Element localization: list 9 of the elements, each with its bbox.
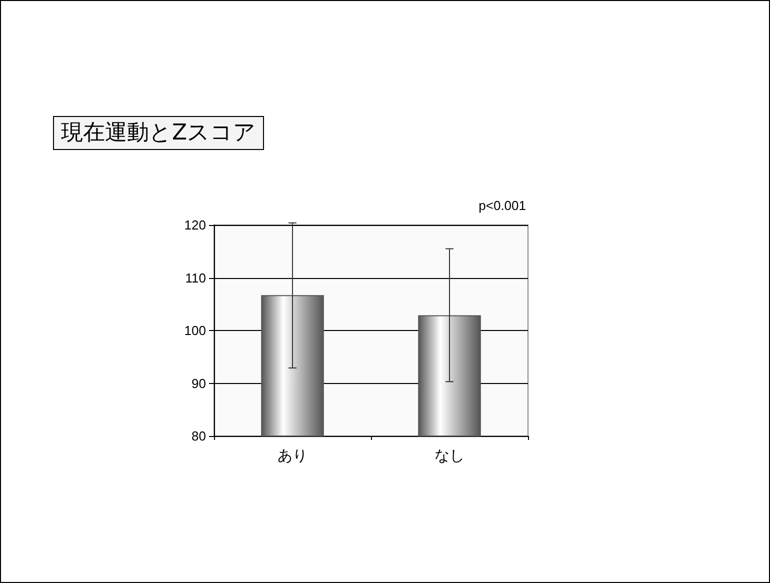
chart-title: 現在運動とZスコア [61,120,256,146]
y-tick-label: 80 [192,428,206,444]
y-tick-label: 100 [184,323,206,338]
x-tick-label: なし [434,446,464,464]
y-tick-label: 90 [192,376,206,391]
y-tick-label: 120 [184,218,206,232]
y-tick-label: 110 [185,270,206,286]
x-tick-label: あり [278,446,308,464]
text: p<0.001 [478,198,526,213]
